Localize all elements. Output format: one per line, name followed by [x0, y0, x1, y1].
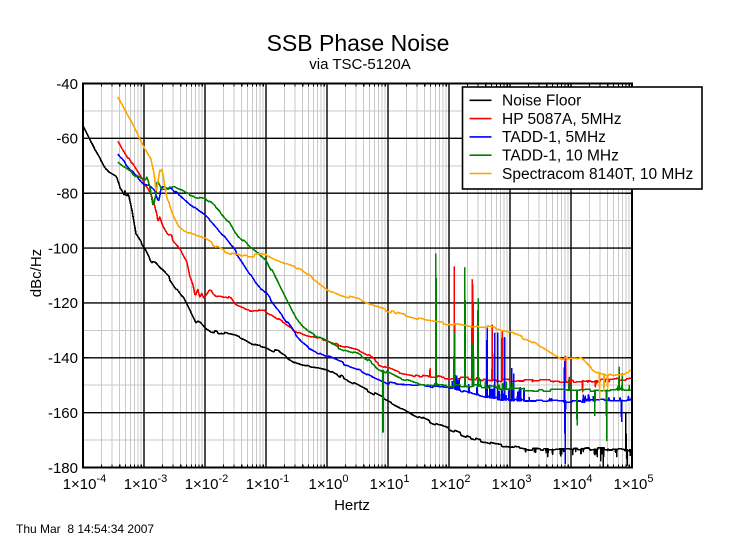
svg-text:-180: -180 — [48, 460, 78, 477]
svg-text:1×101: 1×101 — [370, 473, 410, 493]
svg-text:-100: -100 — [48, 240, 78, 257]
svg-text:Noise Floor: Noise Floor — [502, 93, 581, 110]
svg-text:-140: -140 — [48, 350, 78, 367]
svg-text:1×10-2: 1×10-2 — [185, 473, 229, 493]
svg-text:HP 5087A, 5MHz: HP 5087A, 5MHz — [502, 111, 621, 128]
svg-text:dBc/Hz: dBc/Hz — [28, 249, 45, 297]
svg-text:1×10-1: 1×10-1 — [246, 473, 290, 493]
svg-text:1×103: 1×103 — [492, 473, 532, 493]
svg-text:Hertz: Hertz — [334, 497, 370, 514]
svg-text:-80: -80 — [56, 186, 78, 203]
svg-text:Spectracom 8140T, 10 MHz: Spectracom 8140T, 10 MHz — [502, 166, 693, 183]
svg-text:-60: -60 — [56, 131, 78, 148]
svg-text:1×105: 1×105 — [614, 473, 654, 493]
svg-text:1×100: 1×100 — [309, 473, 349, 493]
svg-text:Thu Mar 8 14:54:34 2007: Thu Mar 8 14:54:34 2007 — [16, 522, 154, 536]
svg-text:1×102: 1×102 — [431, 473, 471, 493]
svg-text:TADD-1, 10 MHz: TADD-1, 10 MHz — [502, 148, 619, 165]
svg-text:-120: -120 — [48, 295, 78, 312]
svg-text:SSB Phase Noise: SSB Phase Noise — [267, 30, 450, 56]
svg-text:-160: -160 — [48, 405, 78, 422]
svg-text:1×10-3: 1×10-3 — [124, 473, 168, 493]
svg-text:TADD-1, 5MHz: TADD-1, 5MHz — [502, 129, 606, 146]
svg-text:-40: -40 — [56, 76, 78, 93]
svg-text:1×104: 1×104 — [553, 473, 593, 493]
svg-text:1×10-4: 1×10-4 — [63, 473, 107, 493]
svg-text:via TSC-5120A: via TSC-5120A — [309, 56, 410, 73]
